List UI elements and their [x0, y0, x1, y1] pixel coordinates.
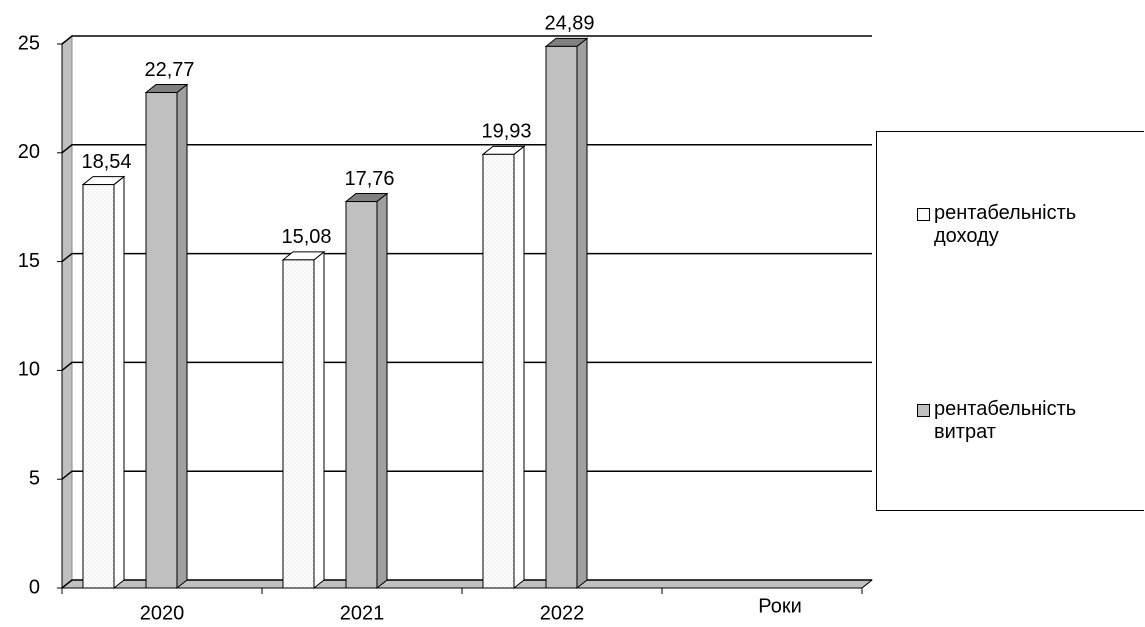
bar [282, 259, 315, 589]
grid-line [61, 35, 872, 45]
value-label: 17,76 [344, 168, 394, 190]
y-tick-label: 15 [18, 250, 40, 272]
y-tick-label: 0 [29, 576, 40, 598]
value-label: 15,08 [281, 226, 331, 248]
legend-label: рентабельність витрат [934, 398, 1077, 443]
legend-label: рентабельність доходу [934, 202, 1077, 247]
side-wall [61, 34, 73, 590]
bar-side [576, 37, 588, 590]
floor-edge [861, 579, 873, 589]
legend-swatch [917, 208, 930, 221]
bar [545, 45, 578, 589]
value-label: 24,89 [544, 13, 594, 35]
x-tick-label: 2022 [540, 602, 585, 624]
x-tick-label: 2020 [140, 602, 185, 624]
grid-line [61, 252, 872, 263]
legend-entry: рентабельність доходу [917, 202, 1137, 248]
bar [82, 184, 115, 589]
value-label: 18,54 [81, 151, 131, 173]
legend-entry: рентабельність витрат [917, 398, 1137, 444]
y-tick-label: 10 [18, 359, 40, 381]
bar [145, 92, 178, 589]
bar [345, 201, 378, 589]
value-label: 22,77 [144, 59, 194, 81]
bar-side [176, 83, 188, 590]
bar [482, 153, 515, 589]
grid-line [61, 361, 872, 371]
x-axis-title: Роки [758, 595, 802, 617]
legend: рентабельність доходу рентабельність витр… [876, 131, 1144, 511]
bar-side [376, 192, 388, 590]
grid-line [61, 579, 872, 589]
grid-line [61, 470, 872, 480]
x-tick-label: 2021 [340, 602, 385, 624]
bar-side [313, 250, 325, 590]
grid-line [61, 144, 872, 154]
y-tick-label: 20 [18, 141, 40, 163]
bar-side [113, 175, 125, 590]
bar-side [513, 145, 525, 590]
y-tick-label: 25 [18, 32, 40, 54]
legend-swatch [917, 404, 930, 417]
y-tick-label: 5 [29, 467, 40, 489]
value-label: 19,93 [481, 121, 531, 143]
